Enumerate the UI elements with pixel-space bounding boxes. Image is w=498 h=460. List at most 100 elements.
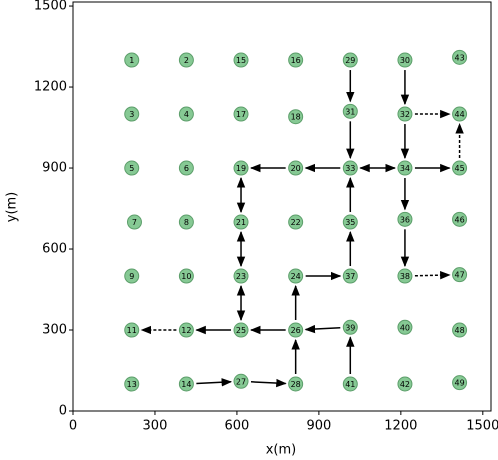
node xyxy=(178,322,194,338)
node xyxy=(124,322,140,338)
node-label: 7 xyxy=(132,218,137,227)
node-label: 14 xyxy=(181,380,191,389)
node xyxy=(124,376,140,392)
y-tick-label: 900 xyxy=(42,161,67,176)
x-tick-label: 900 xyxy=(306,419,331,434)
node xyxy=(233,160,249,176)
arrow xyxy=(304,324,341,334)
node xyxy=(452,322,468,338)
node xyxy=(397,376,413,392)
node-label: 48 xyxy=(454,326,464,335)
y-tick-label: 1200 xyxy=(34,80,67,95)
node xyxy=(342,52,358,68)
node xyxy=(288,109,304,125)
node-label: 11 xyxy=(127,326,137,335)
node-label: 1 xyxy=(129,56,134,65)
node xyxy=(124,268,140,284)
node-label: 36 xyxy=(400,215,410,224)
node xyxy=(452,375,468,391)
node-label: 41 xyxy=(345,380,355,389)
arrow xyxy=(196,378,233,387)
node xyxy=(124,52,140,68)
node-label: 27 xyxy=(236,377,246,386)
node xyxy=(342,376,358,392)
x-tick-label: 0 xyxy=(69,419,77,434)
node xyxy=(288,376,304,392)
node-label: 32 xyxy=(400,110,410,119)
node xyxy=(178,106,194,122)
node xyxy=(397,160,413,176)
y-tick-label: 300 xyxy=(42,323,67,338)
node-label: 33 xyxy=(345,164,355,173)
node-label: 13 xyxy=(127,380,137,389)
node xyxy=(342,319,358,335)
node xyxy=(288,214,304,230)
node-label: 15 xyxy=(236,56,246,65)
x-tick-label: 300 xyxy=(143,419,168,434)
node xyxy=(342,214,358,230)
node-label: 22 xyxy=(291,218,301,227)
node xyxy=(452,211,468,227)
node xyxy=(452,49,468,65)
node xyxy=(178,52,194,68)
node-label: 9 xyxy=(129,272,134,281)
node xyxy=(233,373,249,389)
node xyxy=(452,160,468,176)
node-label: 8 xyxy=(184,218,189,227)
node xyxy=(233,52,249,68)
node-label: 2 xyxy=(184,56,189,65)
node-label: 31 xyxy=(345,107,355,116)
node-label: 39 xyxy=(345,323,355,332)
node-label: 19 xyxy=(236,164,246,173)
node-label: 35 xyxy=(345,218,355,227)
node-label: 12 xyxy=(181,326,191,335)
node-label: 25 xyxy=(236,326,246,335)
node-label: 37 xyxy=(345,272,355,281)
node xyxy=(233,214,249,230)
node-label: 4 xyxy=(184,110,189,119)
plot-frame xyxy=(72,1,492,412)
node-label: 6 xyxy=(184,164,189,173)
y-tick-label: 600 xyxy=(42,242,67,257)
y-tick-label: 0 xyxy=(59,404,67,419)
node-label: 18 xyxy=(291,113,301,122)
x-axis-label: x(m) xyxy=(266,443,297,458)
x-tick-label: 600 xyxy=(225,419,250,434)
node xyxy=(397,211,413,227)
node xyxy=(342,268,358,284)
node-label: 49 xyxy=(454,379,464,388)
node xyxy=(288,52,304,68)
node-label: 5 xyxy=(129,164,134,173)
node-label: 16 xyxy=(291,56,301,65)
node xyxy=(342,160,358,176)
node-label: 28 xyxy=(291,380,301,389)
arrow xyxy=(414,270,451,280)
node-label: 26 xyxy=(291,326,301,335)
node xyxy=(397,268,413,284)
node xyxy=(288,268,304,284)
node xyxy=(233,322,249,338)
node xyxy=(342,103,358,119)
x-tick-label: 1200 xyxy=(384,419,417,434)
node-label: 40 xyxy=(400,323,410,332)
node-label: 30 xyxy=(400,56,410,65)
node-label: 3 xyxy=(129,110,134,119)
node xyxy=(288,160,304,176)
node xyxy=(452,106,468,122)
x-tick-label: 1500 xyxy=(466,419,498,434)
y-axis-label: y(m) xyxy=(5,192,20,223)
node-label: 10 xyxy=(181,272,191,281)
node-label: 46 xyxy=(454,215,464,224)
node-label: 45 xyxy=(454,164,464,173)
node xyxy=(178,160,194,176)
node-label: 24 xyxy=(291,272,301,281)
node xyxy=(124,106,140,122)
arrow xyxy=(250,378,287,388)
node xyxy=(452,267,468,283)
node-label: 17 xyxy=(236,110,246,119)
node xyxy=(233,268,249,284)
node xyxy=(397,52,413,68)
node-label: 38 xyxy=(400,272,410,281)
node xyxy=(288,322,304,338)
